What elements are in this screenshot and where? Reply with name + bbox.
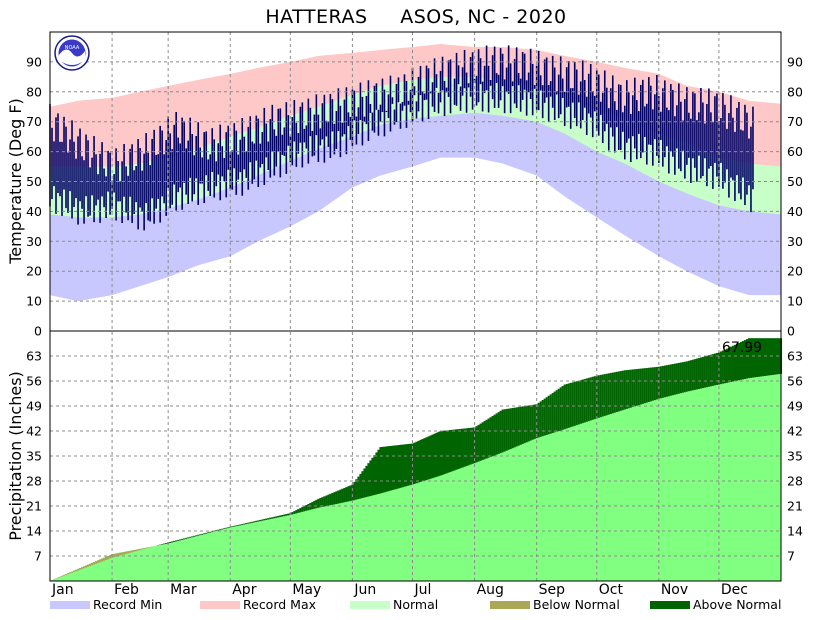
precip-tick-right: 21 xyxy=(787,499,803,514)
noaa-logo: NOAA xyxy=(54,35,90,71)
precip-tick-left: 56 xyxy=(26,374,42,389)
precip-tick-right: 28 xyxy=(787,474,803,489)
month-label: Mar xyxy=(170,582,197,598)
precip-total-annotation: 67.99 xyxy=(722,340,762,356)
temp-tick-right: 60 xyxy=(787,144,803,159)
temp-tick-right: 30 xyxy=(787,234,803,249)
legend-record-max: Record Max xyxy=(200,597,316,612)
legend-label-normal: Normal xyxy=(393,597,439,612)
month-label: Apr xyxy=(232,582,256,598)
precip-tick-left: 28 xyxy=(26,474,42,489)
temp-tick-right: 90 xyxy=(787,54,803,69)
temp-tick-right: 40 xyxy=(787,204,803,219)
precip-tick-right: 56 xyxy=(787,374,803,389)
temp-tick-left: 30 xyxy=(26,234,42,249)
legend-swatch-below-normal xyxy=(490,600,530,609)
precip-tick-right: 35 xyxy=(787,449,803,464)
temp-tick-left: 50 xyxy=(26,174,42,189)
normal-precip-area xyxy=(50,373,781,581)
precip-tick-left: 14 xyxy=(26,524,42,539)
precip-tick-left: 42 xyxy=(26,424,42,439)
precip-tick-left: 35 xyxy=(26,449,42,464)
temp-tick-right: 80 xyxy=(787,84,803,99)
precip-departure-bars xyxy=(50,338,783,581)
legend-record-min: Record Min xyxy=(50,597,162,612)
precip-tick-right: 42 xyxy=(787,424,803,439)
temp-tick-right: 20 xyxy=(787,264,803,279)
temp-tick-left: 60 xyxy=(26,144,42,159)
legend-label-below-normal: Below Normal xyxy=(533,597,620,612)
precip-tick-right: 7 xyxy=(787,549,795,564)
legend-above-normal: Above Normal xyxy=(650,597,781,612)
temp-tick-right: 50 xyxy=(787,174,803,189)
month-label: Feb xyxy=(114,582,139,598)
month-label: Sep xyxy=(539,582,566,598)
precip-tick-left: 21 xyxy=(26,499,42,514)
month-label: Jan xyxy=(51,582,74,598)
precip-tick-right: 49 xyxy=(787,399,803,414)
month-label: Oct xyxy=(599,582,624,598)
month-label: Jul xyxy=(413,582,431,598)
precip-tick-left: 63 xyxy=(26,349,42,364)
month-label: Nov xyxy=(661,582,688,598)
month-label: May xyxy=(292,582,321,598)
precip-tick-right: 14 xyxy=(787,524,803,539)
precip-tick-right: 63 xyxy=(787,349,803,364)
month-label: Dec xyxy=(721,582,748,598)
legend-label-record-min: Record Min xyxy=(93,597,163,612)
plot-frame xyxy=(49,31,782,582)
temp-tick-left: 40 xyxy=(26,204,42,219)
temp-tick-right: 0 xyxy=(787,324,795,339)
legend-below-normal: Below Normal xyxy=(490,597,620,612)
legend-normal: Normal xyxy=(350,597,438,612)
temp-axis-title: Temperature (Deg F) xyxy=(6,98,25,265)
temp-tick-left: 80 xyxy=(26,84,42,99)
temp-tick-right: 10 xyxy=(787,294,803,309)
temp-tick-right: 70 xyxy=(787,114,803,129)
month-label: Aug xyxy=(477,582,504,598)
grid-lines xyxy=(50,32,781,581)
legend-swatch-record-min xyxy=(50,600,90,609)
chart-title: HATTERAS ASOS, NC - 2020 xyxy=(265,6,567,28)
legend-label-above-normal: Above Normal xyxy=(693,597,782,612)
legend: Record Min Record Max Normal Below Norma… xyxy=(50,597,810,615)
temp-tick-left: 90 xyxy=(26,54,42,69)
precip-axis-title: Precipitation (Inches) xyxy=(6,371,25,541)
noaa-logo-text: NOAA xyxy=(65,45,80,51)
precip-tick-left: 49 xyxy=(26,399,42,414)
temp-tick-left: 70 xyxy=(26,114,42,129)
legend-swatch-above-normal xyxy=(650,600,690,609)
precip-tick-left: 7 xyxy=(34,549,42,564)
legend-swatch-record-max xyxy=(200,600,240,609)
noaa-logo-bird xyxy=(59,49,85,65)
temp-tick-left: 20 xyxy=(26,264,42,279)
legend-swatch-normal xyxy=(350,600,390,609)
month-label: Jun xyxy=(353,582,376,598)
temp-tick-left: 0 xyxy=(34,324,42,339)
temp-tick-left: 10 xyxy=(26,294,42,309)
legend-label-record-max: Record Max xyxy=(243,597,317,612)
